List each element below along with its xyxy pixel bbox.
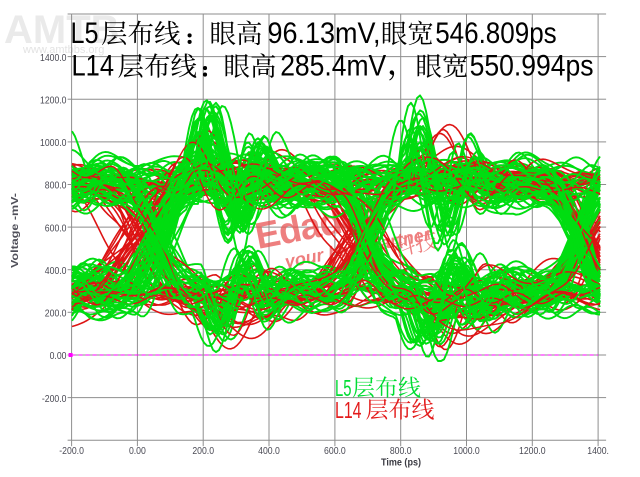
- svg-text:1400.: 1400.: [587, 446, 609, 457]
- svg-text:L14: L14: [335, 397, 362, 423]
- svg-text:200.0: 200.0: [45, 309, 67, 320]
- svg-text:www.amtbbs.org: www.amtbbs.org: [22, 44, 104, 56]
- svg-text:-200.0: -200.0: [42, 394, 67, 405]
- svg-text:546.809ps: 546.809ps: [435, 17, 557, 50]
- svg-text:285.4mV: 285.4mV: [280, 50, 386, 83]
- svg-text:1200.0: 1200.0: [40, 95, 67, 106]
- svg-text:-200.0: -200.0: [59, 446, 84, 457]
- svg-text:400.0: 400.0: [258, 446, 280, 457]
- svg-text:Voltage -mV-: Voltage -mV-: [9, 192, 21, 268]
- svg-text:800.0: 800.0: [390, 446, 412, 457]
- svg-text:0.00: 0.00: [50, 351, 67, 362]
- svg-text:200.0: 200.0: [192, 446, 214, 457]
- svg-text:1000.0: 1000.0: [40, 138, 67, 149]
- svg-text:400.0: 400.0: [45, 266, 67, 277]
- svg-text:96.13mV,: 96.13mV,: [268, 17, 381, 50]
- svg-text:L14: L14: [72, 50, 115, 83]
- svg-text:0.00: 0.00: [129, 446, 146, 457]
- svg-text:800.0: 800.0: [45, 181, 67, 192]
- svg-text:Time (ps): Time (ps): [381, 457, 421, 469]
- svg-text:1200.0: 1200.0: [519, 446, 546, 457]
- svg-text:550.994ps: 550.994ps: [470, 50, 594, 83]
- svg-text:600.0: 600.0: [45, 223, 67, 234]
- svg-text:AMTB: AMTB: [4, 8, 120, 52]
- svg-text:1000.0: 1000.0: [453, 446, 480, 457]
- svg-text:600.0: 600.0: [324, 446, 346, 457]
- svg-text:L5: L5: [335, 375, 352, 401]
- svg-text:1400.0: 1400.0: [40, 53, 67, 64]
- svg-text:L5: L5: [71, 17, 99, 50]
